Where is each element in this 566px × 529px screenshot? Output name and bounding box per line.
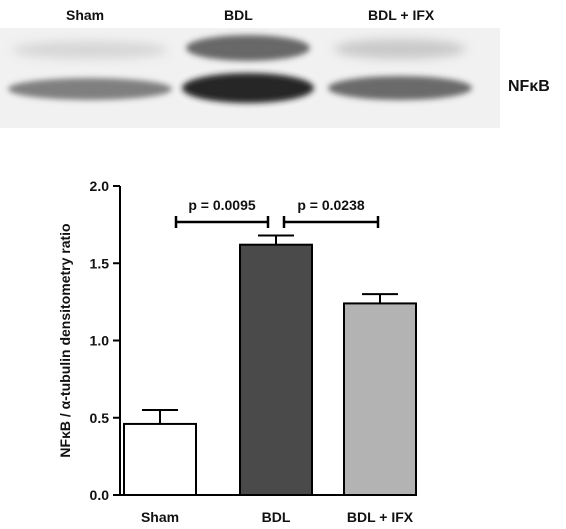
blot-band-sham-upper bbox=[12, 41, 168, 59]
y-axis-label: NFκB / α-tubulin densitometry ratio bbox=[57, 223, 73, 457]
blot-band-bdl-upper bbox=[186, 35, 310, 61]
lane-label-sham: Sham bbox=[66, 7, 105, 23]
chart-annotations: p = 0.0095 p = 0.0238 bbox=[174, 197, 380, 228]
y-tick-label-0: 0.0 bbox=[90, 487, 110, 503]
bar-0 bbox=[123, 422, 197, 496]
sig-label-1: p = 0.0238 bbox=[297, 197, 365, 213]
y-tick-label-2: 1.0 bbox=[90, 333, 110, 349]
blot-image bbox=[0, 28, 500, 128]
bar-1 bbox=[239, 243, 313, 496]
blot-band-ifx-upper bbox=[334, 39, 466, 59]
blot-band-bdl bbox=[182, 73, 314, 103]
x-tick-label-2: BDL + IFX bbox=[347, 509, 414, 525]
x-tick-label-1: BDL bbox=[262, 509, 291, 525]
bar-chart: 0.0 0.5 1.0 1.5 2.0 NFκB / α-tubulin densitom… bbox=[57, 178, 417, 525]
x-tick-label-0: Sham bbox=[141, 509, 179, 525]
bar-2 bbox=[343, 302, 417, 496]
lane-label-bdl-ifx: BDL + IFX bbox=[368, 7, 435, 23]
lane-label-bdl: BDL bbox=[224, 7, 253, 23]
blot-band-ifx bbox=[328, 76, 472, 100]
chart-bars bbox=[123, 234, 417, 496]
y-tick-label-4: 2.0 bbox=[90, 178, 110, 194]
y-tick-label-1: 0.5 bbox=[90, 410, 110, 426]
y-tick-label-3: 1.5 bbox=[90, 255, 110, 271]
protein-label: NFκB bbox=[508, 78, 550, 95]
sig-label-0: p = 0.0095 bbox=[188, 197, 256, 213]
blot-band-sham bbox=[8, 78, 172, 100]
